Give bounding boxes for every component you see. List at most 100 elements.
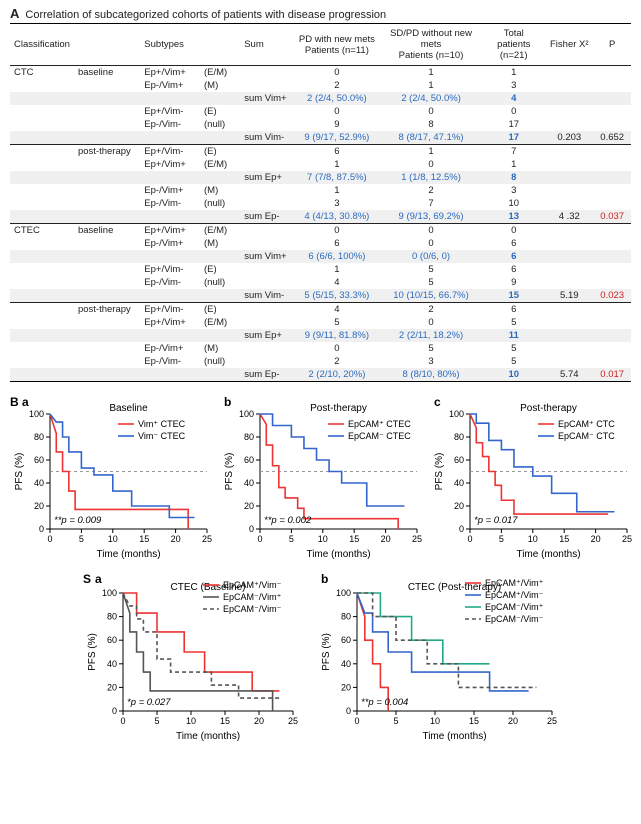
svg-text:Time (months): Time (months): [96, 549, 160, 559]
svg-text:b: b: [224, 395, 231, 409]
sum-row: sum Vim+2 (2/4, 50.0%)2 (2/4, 50.0%)4: [10, 92, 631, 105]
svg-text:0: 0: [354, 716, 359, 726]
svg-text:100: 100: [336, 588, 351, 598]
svg-text:5: 5: [79, 534, 84, 544]
svg-text:60: 60: [341, 635, 351, 645]
svg-text:Vim⁻ CTEC: Vim⁻ CTEC: [138, 431, 186, 441]
svg-text:100: 100: [449, 409, 464, 419]
svg-text:PFS (%): PFS (%): [87, 633, 98, 671]
table-row: Ep-/Vim-(null)235: [10, 355, 631, 368]
svg-text:80: 80: [107, 612, 117, 622]
table-row: post-therapyEp+/Vim-(E)617: [10, 145, 631, 159]
svg-text:15: 15: [469, 716, 479, 726]
svg-text:PFS (%): PFS (%): [14, 453, 25, 491]
panel-A: A Correlation of subcategorized cohorts …: [0, 0, 641, 386]
hdr-fisher: Fisher X²: [545, 24, 593, 66]
svg-text:EpCAM⁻/Vim⁺: EpCAM⁻/Vim⁺: [485, 602, 544, 612]
svg-text:0: 0: [249, 524, 254, 534]
svg-text:PFS (%): PFS (%): [434, 453, 445, 491]
panel-B-row: BaBaseline0204060801000510152025Time (mo…: [0, 386, 641, 561]
svg-text:80: 80: [341, 612, 351, 622]
table-row: Ep-/Vim+(M)213: [10, 79, 631, 92]
svg-text:0: 0: [112, 706, 117, 716]
svg-text:40: 40: [341, 659, 351, 669]
svg-text:**p = 0.002: **p = 0.002: [264, 515, 312, 526]
svg-text:60: 60: [107, 635, 117, 645]
svg-text:25: 25: [622, 534, 632, 544]
table-row: Ep-/Vim-(null)9817: [10, 118, 631, 131]
chart-Sa: SaCTEC (Baseline)0204060801000510152025T…: [81, 571, 301, 741]
svg-text:EpCAM⁻/Vim⁺: EpCAM⁻/Vim⁺: [223, 592, 282, 602]
svg-text:c: c: [434, 395, 441, 409]
svg-text:Time (months): Time (months): [517, 549, 581, 559]
svg-text:15: 15: [139, 534, 149, 544]
svg-text:*p = 0.027: *p = 0.027: [127, 697, 171, 708]
svg-text:EpCAM⁺ CTC: EpCAM⁺ CTC: [558, 419, 615, 429]
table-row: Ep-/Vim-(null)459: [10, 276, 631, 289]
table-row: Ep+/Vim+(E/M)505: [10, 316, 631, 329]
svg-text:20: 20: [454, 501, 464, 511]
sum-row: sum Ep+7 (7/8, 87.5%)1 (1/8, 12.5%)8: [10, 171, 631, 184]
sum-row: sum Ep+9 (9/11, 81.8%)2 (2/11, 18.2%)11: [10, 329, 631, 342]
svg-text:Baseline: Baseline: [109, 403, 148, 414]
svg-text:60: 60: [34, 455, 44, 465]
svg-text:20: 20: [341, 682, 351, 692]
table-row: Ep-/Vim+(M)606: [10, 237, 631, 250]
svg-text:B: B: [10, 395, 19, 409]
table-row: Ep-/Vim-(null)3710: [10, 197, 631, 210]
svg-text:25: 25: [202, 534, 212, 544]
svg-text:0: 0: [257, 534, 262, 544]
svg-text:**p = 0.009: **p = 0.009: [54, 515, 102, 526]
svg-text:0: 0: [47, 534, 52, 544]
svg-text:10: 10: [430, 716, 440, 726]
svg-text:0: 0: [39, 524, 44, 534]
sum-row: sum Ep-4 (4/13, 30.8%)9 (9/13, 69.2%)134…: [10, 210, 631, 224]
svg-text:10: 10: [107, 534, 117, 544]
svg-text:0: 0: [120, 716, 125, 726]
svg-text:80: 80: [244, 432, 254, 442]
svg-text:EpCAM⁻ CTEC: EpCAM⁻ CTEC: [348, 431, 411, 441]
sum-row: sum Vim-9 (9/17, 52.9%)8 (8/17, 47.1%)17…: [10, 131, 631, 145]
svg-text:20: 20: [254, 716, 264, 726]
svg-text:15: 15: [560, 534, 570, 544]
hdr-classification: Classification: [10, 24, 74, 66]
svg-text:20: 20: [591, 534, 601, 544]
svg-text:EpCAM⁻/Vim⁻: EpCAM⁻/Vim⁻: [485, 614, 544, 624]
svg-text:20: 20: [34, 501, 44, 511]
hdr-total: Total patients(n=21): [482, 24, 545, 66]
svg-text:80: 80: [34, 432, 44, 442]
svg-text:20: 20: [170, 534, 180, 544]
svg-text:10: 10: [186, 716, 196, 726]
table-row: post-therapyEp+/Vim-(E)426: [10, 303, 631, 317]
svg-text:10: 10: [318, 534, 328, 544]
svg-text:0: 0: [346, 706, 351, 716]
chart-Bc: cPost-therapy0204060801000510152025Time …: [428, 394, 633, 559]
svg-text:PFS (%): PFS (%): [321, 633, 332, 671]
hdr-p: P: [593, 24, 631, 66]
svg-text:**p = 0.004: **p = 0.004: [361, 697, 408, 708]
svg-text:EpCAM⁻/Vim⁻: EpCAM⁻/Vim⁻: [223, 604, 282, 614]
svg-text:25: 25: [288, 716, 298, 726]
svg-text:40: 40: [244, 478, 254, 488]
svg-text:40: 40: [107, 659, 117, 669]
hdr-subtypes: Subtypes: [140, 24, 240, 66]
panel-A-title: Correlation of subcategorized cohorts of…: [25, 9, 386, 21]
svg-text:40: 40: [454, 478, 464, 488]
svg-text:a: a: [95, 572, 102, 586]
table-row: CTCbaselineEp+/Vim+(E/M)011: [10, 66, 631, 80]
svg-text:Time (months): Time (months): [422, 731, 486, 741]
svg-text:100: 100: [102, 588, 117, 598]
chart-Sb: bCTEC (Post-therapy)02040608010005101520…: [315, 571, 560, 741]
chart-Ba: BaBaseline0204060801000510152025Time (mo…: [8, 394, 213, 559]
svg-text:60: 60: [244, 455, 254, 465]
svg-text:15: 15: [220, 716, 230, 726]
panel-S-row: SaCTEC (Baseline)0204060801000510152025T…: [0, 561, 641, 751]
cohort-table: Classification Subtypes Sum PD with new …: [10, 24, 631, 382]
svg-text:EpCAM⁺ CTEC: EpCAM⁺ CTEC: [348, 419, 411, 429]
svg-text:25: 25: [412, 534, 422, 544]
table-row: Ep+/Vim+(E/M)101: [10, 158, 631, 171]
sum-row: sum Vim+6 (6/6, 100%)0 (0/6, 0)6: [10, 250, 631, 263]
svg-text:25: 25: [547, 716, 557, 726]
svg-text:EpCAM⁺/Vim⁺: EpCAM⁺/Vim⁺: [485, 578, 544, 588]
svg-text:5: 5: [154, 716, 159, 726]
